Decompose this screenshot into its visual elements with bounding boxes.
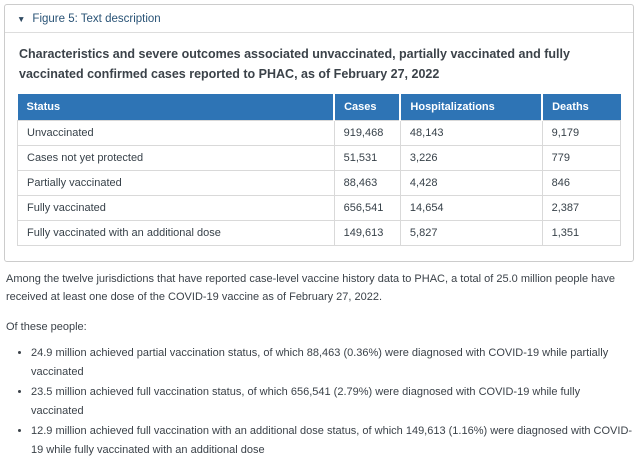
figure-5-summary-toggle[interactable]: ▼ Figure 5: Text description bbox=[5, 5, 633, 33]
cell-status: Cases not yet protected bbox=[17, 145, 335, 171]
outcomes-table: Status Cases Hospitalizations Deaths Unv… bbox=[17, 94, 622, 246]
cell-deaths: 9,179 bbox=[541, 120, 622, 146]
cell-cases: 919,468 bbox=[333, 120, 401, 146]
figure-5-details-panel: ▼ Figure 5: Text description Characteris… bbox=[4, 4, 634, 262]
cell-deaths: 1,351 bbox=[541, 220, 622, 246]
table-title: Characteristics and severe outcomes asso… bbox=[19, 47, 570, 81]
cell-deaths: 846 bbox=[541, 170, 622, 196]
table-row-unvaccinated: Unvaccinated 919,468 48,143 9,179 bbox=[17, 120, 622, 146]
vaccination-stats-list: 24.9 million achieved partial vaccinatio… bbox=[15, 344, 633, 459]
cell-status: Partially vaccinated bbox=[17, 170, 335, 196]
cell-hospitalizations: 48,143 bbox=[399, 120, 543, 146]
table-header-row: Status Cases Hospitalizations Deaths bbox=[17, 94, 621, 121]
cell-hospitalizations: 3,226 bbox=[399, 145, 543, 171]
table-row-fully-vaccinated: Fully vaccinated 656,541 14,654 2,387 bbox=[17, 195, 622, 221]
column-header-cases: Cases bbox=[333, 94, 401, 121]
figure-description-text: Among the twelve jurisdictions that have… bbox=[6, 271, 633, 459]
cell-cases: 88,463 bbox=[333, 170, 401, 196]
cell-deaths: 2,387 bbox=[541, 195, 622, 221]
cell-status: Unvaccinated bbox=[17, 120, 335, 146]
cell-cases: 149,613 bbox=[333, 220, 401, 246]
cell-hospitalizations: 5,827 bbox=[399, 220, 543, 246]
cell-hospitalizations: 4,428 bbox=[399, 170, 543, 196]
table-row-additional-dose: Fully vaccinated with an additional dose… bbox=[17, 220, 622, 246]
table-row-partially-vaccinated: Partially vaccinated 88,463 4,428 846 bbox=[17, 170, 622, 196]
cell-cases: 656,541 bbox=[333, 195, 401, 221]
of-these-people-label: Of these people: bbox=[6, 320, 87, 333]
cell-status: Fully vaccinated with an additional dose bbox=[17, 220, 335, 246]
list-item-full-vaccination: 23.5 million achieved full vaccination s… bbox=[31, 383, 633, 420]
list-item-partial-vaccination: 24.9 million achieved partial vaccinatio… bbox=[31, 344, 633, 381]
cell-deaths: 779 bbox=[541, 145, 622, 171]
list-item-additional-dose: 12.9 million achieved full vaccination w… bbox=[31, 422, 633, 459]
cell-hospitalizations: 14,654 bbox=[399, 195, 543, 221]
cell-status: Fully vaccinated bbox=[17, 195, 335, 221]
caret-down-icon: ▼ bbox=[17, 13, 26, 24]
column-header-status: Status bbox=[17, 94, 335, 121]
table-row-not-yet-protected: Cases not yet protected 51,531 3,226 779 bbox=[17, 145, 622, 171]
column-header-deaths: Deaths bbox=[541, 94, 621, 121]
figure-5-summary-label: Figure 5: Text description bbox=[32, 13, 161, 25]
jurisdictions-paragraph: Among the twelve jurisdictions that have… bbox=[6, 273, 615, 303]
figure-5-body: Characteristics and severe outcomes asso… bbox=[5, 33, 633, 261]
cell-cases: 51,531 bbox=[333, 145, 401, 171]
column-header-hospitalizations: Hospitalizations bbox=[399, 94, 543, 121]
